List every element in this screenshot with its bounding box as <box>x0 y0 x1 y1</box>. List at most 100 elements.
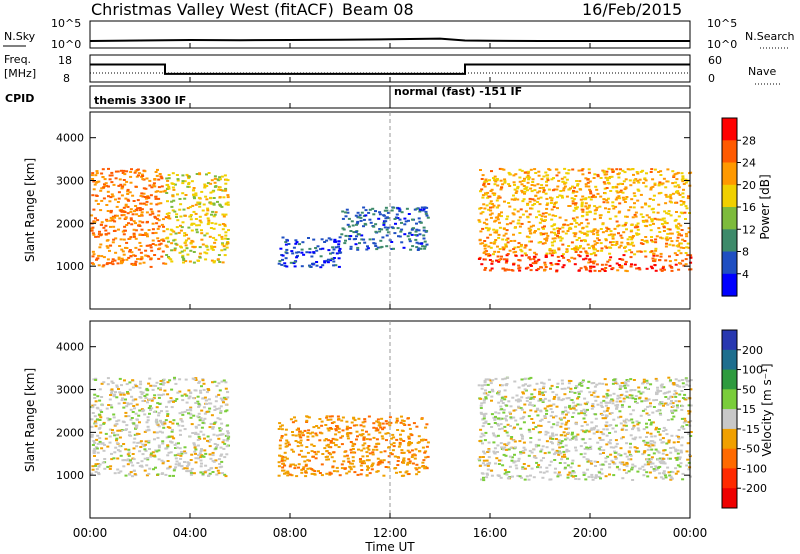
heat-cell <box>555 174 559 177</box>
heat-cell <box>681 472 685 475</box>
heat-cell <box>148 448 151 450</box>
heat-cell <box>90 435 94 438</box>
heat-cell <box>551 434 555 437</box>
heat-cell <box>95 468 99 471</box>
heat-cell <box>323 261 327 264</box>
heat-cell <box>384 220 388 223</box>
heat-cell <box>679 246 683 249</box>
heat-cell <box>138 234 142 236</box>
heat-cell <box>332 257 336 259</box>
heat-cell <box>510 456 514 459</box>
heat-cell <box>187 463 191 466</box>
heat-cell <box>571 168 575 171</box>
heat-cell <box>226 238 230 240</box>
heat-cell <box>488 213 492 216</box>
heat-cell <box>645 471 649 474</box>
heat-cell <box>127 415 131 418</box>
heat-cell <box>95 170 99 173</box>
heat-cell <box>356 211 360 214</box>
heat-cell <box>611 204 615 207</box>
heat-cell <box>115 439 118 442</box>
heat-cell <box>121 185 125 188</box>
heat-cell <box>181 180 185 183</box>
heat-cell <box>614 457 618 460</box>
heat-cell <box>505 419 508 422</box>
heat-cell <box>501 238 505 241</box>
heat-cell <box>217 458 221 461</box>
heat-cell <box>664 428 668 431</box>
velocity-colorbar-label: Velocity [m s⁻¹] <box>760 363 774 456</box>
heat-cell <box>684 218 687 220</box>
heat-cell <box>326 443 330 446</box>
heat-cell <box>687 384 691 387</box>
heat-cell <box>224 231 228 234</box>
heat-cell <box>143 448 147 451</box>
heat-cell <box>606 260 610 263</box>
heat-cell <box>485 223 489 226</box>
heat-cell <box>189 218 193 221</box>
heat-cell <box>563 223 567 226</box>
heat-cell <box>535 382 539 385</box>
heat-cell <box>488 461 492 464</box>
heat-cell <box>525 235 529 238</box>
heat-cell <box>514 173 518 176</box>
heat-cell <box>508 465 512 468</box>
heat-cell <box>600 406 604 408</box>
heat-cell <box>531 204 535 207</box>
heat-cell <box>674 467 678 470</box>
heat-cell <box>608 442 612 445</box>
heat-cell <box>341 210 345 213</box>
heat-cell <box>283 451 287 454</box>
heat-cell <box>157 393 161 396</box>
heat-cell <box>172 188 176 191</box>
heat-cell <box>336 426 340 429</box>
heat-cell <box>571 475 575 478</box>
heat-cell <box>209 227 213 229</box>
heat-cell <box>161 250 165 253</box>
heat-cell <box>573 263 577 266</box>
heat-cell <box>655 235 659 238</box>
heat-cell <box>90 472 94 475</box>
heat-cell <box>625 215 629 218</box>
heat-cell <box>574 195 578 197</box>
heat-cell <box>493 250 497 253</box>
heat-cell <box>589 267 593 270</box>
heat-cell <box>144 449 148 452</box>
heat-cell <box>166 393 170 396</box>
heat-cell <box>643 240 647 243</box>
heat-cell <box>660 402 664 405</box>
heat-cell <box>542 457 545 459</box>
heat-cell <box>618 197 622 200</box>
heat-cell <box>635 233 639 236</box>
heat-cell <box>363 462 366 465</box>
heat-cell <box>570 462 574 465</box>
heat-cell <box>317 426 321 429</box>
heat-cell <box>189 391 193 394</box>
heat-cell <box>591 195 594 198</box>
heat-cell <box>219 397 223 400</box>
heat-cell <box>107 185 110 188</box>
heat-cell <box>157 458 161 461</box>
heat-cell <box>413 457 417 460</box>
heat-cell <box>646 382 649 385</box>
heat-cell <box>660 459 664 462</box>
heat-cell <box>574 251 578 253</box>
heat-cell <box>626 238 630 241</box>
heat-cell <box>312 473 316 475</box>
heat-cell <box>149 409 152 411</box>
heat-cell <box>127 199 131 202</box>
heat-cell <box>400 415 403 418</box>
heat-cell <box>185 467 189 470</box>
heat-cell <box>503 446 507 449</box>
heat-cell <box>614 430 617 433</box>
heat-cell <box>214 400 218 403</box>
heat-cell <box>105 184 109 187</box>
heat-cell <box>283 464 287 467</box>
heat-cell <box>178 447 182 450</box>
heat-cell <box>611 201 615 204</box>
heat-cell <box>119 470 123 473</box>
heat-cell <box>297 251 301 254</box>
heat-cell <box>90 229 94 232</box>
heat-cell <box>133 171 137 174</box>
heat-cell <box>140 393 144 396</box>
